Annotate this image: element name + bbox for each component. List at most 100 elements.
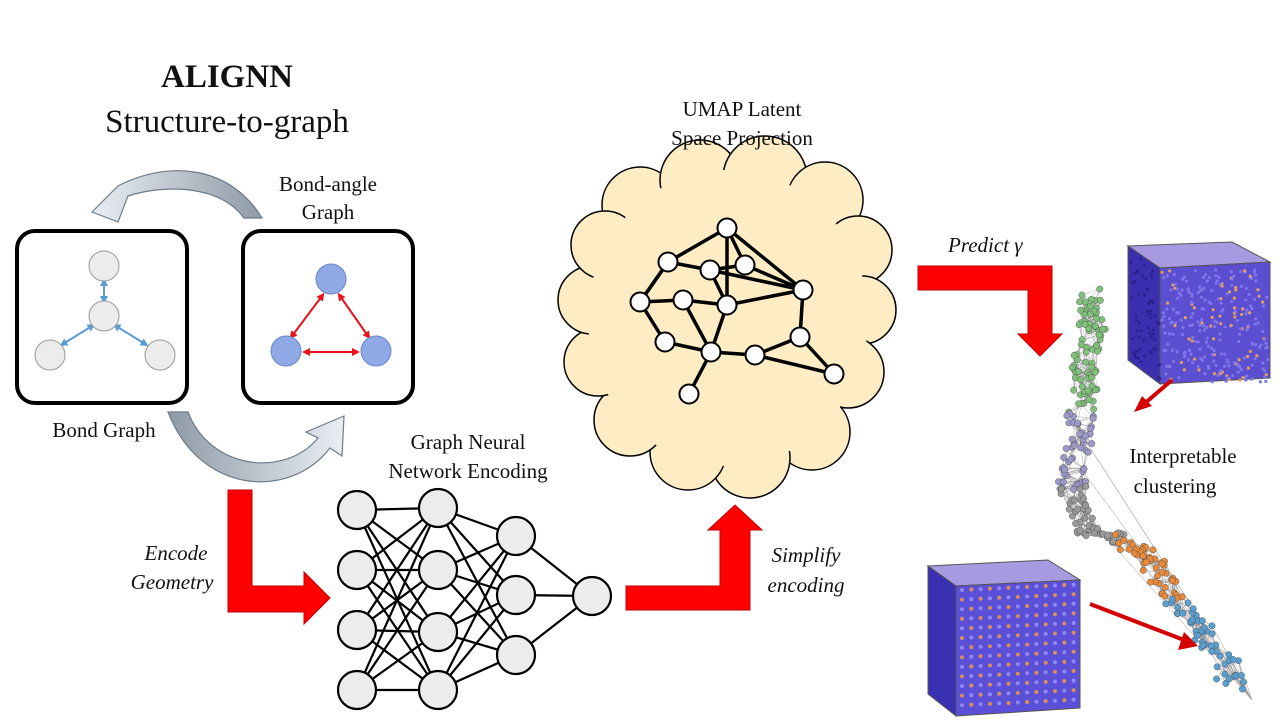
cluster-point (1077, 444, 1085, 452)
cluster-point (1072, 520, 1080, 527)
cluster-point (1221, 670, 1229, 678)
cluster-point (1070, 351, 1078, 359)
cluster-projection (1055, 285, 1253, 701)
gnn-label-1: Graph Neural (411, 430, 526, 454)
cluster-point (1213, 663, 1221, 671)
bond-angle-label-1: Bond-angle (279, 172, 377, 196)
cluster-point (1082, 501, 1090, 509)
cluster-point (1062, 445, 1070, 452)
cluster-point (1093, 315, 1101, 322)
encode-label-1: Encode (144, 541, 208, 565)
cluster-point (1225, 651, 1233, 659)
nn-node (495, 634, 537, 676)
bond-graph-panel (15, 229, 189, 405)
cube1-arrow-line (1142, 378, 1174, 406)
latent-node (654, 331, 676, 353)
cluster-point (1090, 405, 1098, 413)
bond-node (144, 339, 176, 371)
bond-node (88, 300, 120, 332)
cluster-point (1169, 577, 1176, 585)
latent-node (700, 341, 722, 363)
cluster-point (1089, 414, 1097, 422)
cluster-point (1078, 383, 1086, 391)
latent-node (734, 254, 756, 276)
nn-node (417, 611, 459, 653)
nn-node (336, 669, 378, 711)
cluster-point (1162, 600, 1170, 608)
cluster-point (1200, 624, 1208, 632)
disordered-structure-cube (1126, 241, 1272, 385)
cluster-point (1061, 466, 1069, 474)
cluster-point (1060, 454, 1068, 461)
predict-arrow (917, 265, 1064, 357)
cluster-point (1208, 622, 1216, 630)
cluster-point (1116, 546, 1124, 553)
cluster-point (1240, 678, 1247, 686)
cluster-point (1078, 291, 1086, 299)
nn-node (336, 489, 378, 531)
latent-node (789, 326, 811, 348)
interp-label-1: Interpretable (1129, 444, 1236, 468)
cluster-point (1068, 364, 1076, 371)
cluster-point (1120, 536, 1128, 544)
latent-node (823, 363, 845, 385)
cluster-point (1213, 675, 1220, 683)
cluster-point (1076, 298, 1084, 306)
latent-node (716, 217, 738, 239)
cluster-point (1104, 532, 1112, 540)
neural-network (336, 487, 613, 711)
nn-node (495, 574, 537, 616)
cluster-point (1142, 558, 1150, 566)
latent-node (629, 291, 651, 313)
cluster-point (1070, 486, 1078, 493)
umap-label-1: UMAP Latent (683, 97, 802, 121)
cube1-arrow-head (1134, 396, 1152, 412)
cluster-point (1207, 642, 1215, 650)
cluster-point (1208, 630, 1216, 638)
cluster-point (1081, 298, 1089, 306)
simplify-arrow (625, 504, 764, 611)
cluster-point (1063, 412, 1071, 420)
nn-node (495, 515, 537, 557)
latent-node (678, 383, 700, 405)
cluster-point (1149, 546, 1157, 554)
latent-graph (629, 217, 845, 405)
cluster-point (1092, 341, 1100, 349)
nn-node (417, 669, 459, 711)
cluster-point (1189, 605, 1197, 613)
angle-node (360, 335, 392, 367)
cluster-point (1067, 455, 1075, 463)
cluster-point (1060, 478, 1067, 486)
cluster-point (1075, 321, 1083, 329)
cluster-point (1198, 617, 1206, 625)
cluster-point (1130, 549, 1138, 557)
cluster-point (1087, 425, 1095, 433)
curved-arrow-top (90, 170, 264, 223)
latent-node (792, 279, 814, 301)
bond-node (34, 339, 66, 371)
cluster-point (1216, 652, 1224, 660)
cluster-point (1057, 485, 1065, 493)
cluster-point (1093, 525, 1101, 532)
cluster-point (1161, 592, 1169, 600)
cluster-point (1237, 672, 1245, 679)
latent-node (744, 344, 766, 366)
umap-label-2: Space Projection (671, 126, 813, 150)
cluster-point (1081, 321, 1089, 328)
curved-arrow-bottom (167, 411, 345, 483)
cluster-point (1099, 325, 1107, 333)
angle-node (270, 335, 302, 367)
nn-node (571, 575, 613, 617)
nn-node (336, 609, 378, 651)
cluster-point (1076, 485, 1084, 493)
cube2-arrow-line (1089, 602, 1185, 642)
cluster-point (1084, 448, 1092, 456)
encode-label-2: Geometry (131, 570, 214, 594)
cluster-point (1088, 514, 1096, 522)
latent-node (672, 289, 694, 311)
cluster-point (1070, 442, 1078, 449)
cluster-point (1091, 322, 1099, 330)
cluster-point (1088, 382, 1096, 390)
cube2-arrow-head (1178, 632, 1198, 650)
